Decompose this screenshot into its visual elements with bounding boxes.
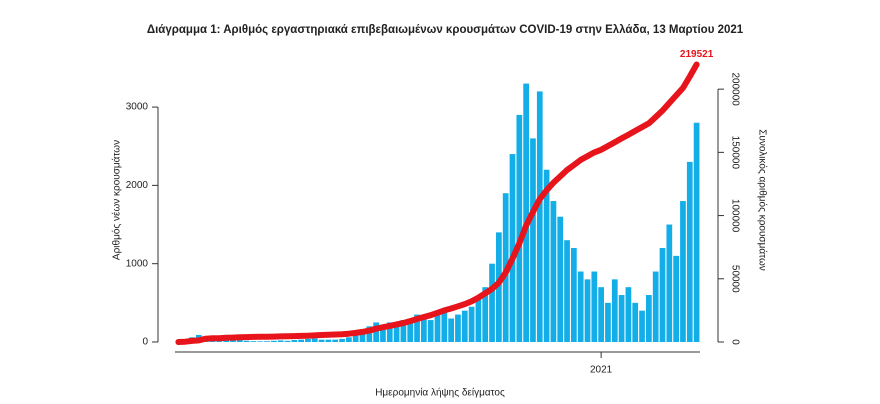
bar: [632, 302, 639, 342]
bar: [380, 324, 386, 342]
bar: [243, 340, 250, 342]
y2-tick-label: 50000: [729, 265, 740, 293]
bar: [611, 279, 618, 342]
bar: [482, 287, 489, 342]
bar: [414, 314, 420, 342]
bar: [407, 318, 414, 342]
bar: [666, 224, 673, 342]
bar: [591, 271, 598, 342]
bar: [421, 316, 427, 342]
bar: [257, 341, 264, 342]
bar: [550, 201, 557, 342]
bar: [455, 314, 461, 342]
bar: [577, 271, 584, 342]
bar: [400, 320, 407, 342]
bar: [434, 314, 441, 342]
bar: [264, 341, 270, 342]
bar: [468, 306, 475, 342]
bar: [584, 279, 591, 342]
bar: [605, 302, 611, 342]
bar: [291, 340, 298, 342]
bar: [693, 122, 700, 343]
bar: [646, 295, 652, 342]
bar: [339, 338, 345, 342]
bar: [673, 255, 679, 342]
bar: [366, 326, 373, 342]
y-tick-label: 1000: [126, 258, 149, 269]
bar: [298, 339, 304, 342]
bar: [680, 201, 686, 342]
y2-tick-label: 150000: [729, 136, 740, 170]
bar: [325, 339, 332, 342]
bar: [373, 322, 379, 342]
bar: [564, 240, 570, 342]
y2-tick-label: 200000: [729, 72, 740, 106]
bar: [496, 232, 502, 342]
bar: [318, 339, 325, 342]
x-axis-label: Ημερομηνία λήψης δείγματος: [375, 387, 505, 399]
bar: [236, 339, 243, 342]
bar: [557, 216, 564, 342]
bar: [250, 341, 257, 342]
bar: [530, 138, 536, 342]
y2-tick-label: 100000: [729, 199, 740, 233]
bar: [659, 248, 666, 342]
bar: [686, 161, 693, 342]
y-tick-label: 0: [142, 337, 148, 348]
y-tick-label: 2000: [126, 180, 149, 191]
bar: [305, 338, 311, 342]
bar: [571, 248, 577, 342]
bar: [441, 310, 448, 342]
bar: [489, 263, 495, 342]
bar: [652, 271, 659, 342]
bar: [461, 310, 468, 342]
x-tick-label: 2021: [590, 365, 613, 376]
bar: [536, 91, 543, 343]
bar: [277, 340, 284, 342]
y-tick-label: 3000: [126, 102, 149, 113]
bar: [386, 322, 393, 342]
bar: [311, 338, 318, 342]
bar: [346, 337, 352, 342]
bar: [352, 334, 359, 342]
bar: [448, 318, 454, 342]
bar: [427, 320, 434, 342]
bar: [332, 339, 339, 342]
y-axis-label: Αριθμός νέων κρουσμάτων: [111, 140, 123, 260]
bar: [516, 114, 523, 342]
bar: [509, 154, 516, 342]
bar: [284, 340, 291, 342]
y2-tick-label: 0: [729, 339, 740, 345]
cumulative-line: [175, 61, 700, 345]
y2-axis-label: Συνολικός αριθμός κρουσμάτων: [756, 129, 768, 271]
bar: [475, 298, 482, 342]
chart-title: Διάγραμμα 1: Αριθμός εργαστηριακά επιβεβ…: [147, 24, 744, 36]
bar: [271, 340, 277, 342]
bar: [359, 330, 366, 342]
data-label: 219521: [680, 49, 714, 60]
bar: [393, 326, 400, 342]
bar: [618, 295, 625, 342]
bar: [523, 83, 529, 343]
bar: [639, 310, 645, 342]
bar: [625, 287, 632, 342]
bar: [543, 169, 550, 342]
bar: [598, 287, 604, 342]
bar: [230, 340, 236, 342]
